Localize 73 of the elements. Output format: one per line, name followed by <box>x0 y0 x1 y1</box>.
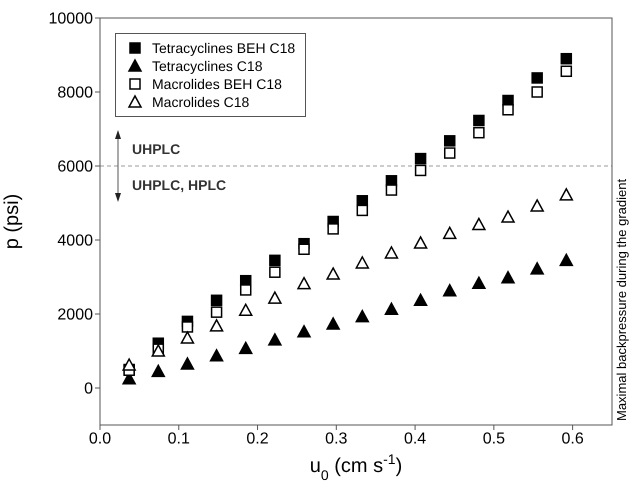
point <box>444 147 456 159</box>
point <box>268 291 282 304</box>
point <box>442 284 456 296</box>
point <box>240 284 252 296</box>
point <box>414 152 426 164</box>
point <box>180 331 194 344</box>
annotation: UHPLC, HPLC <box>132 177 226 193</box>
point <box>530 262 544 275</box>
y-axis-title: p (psi) <box>1 194 23 250</box>
point <box>210 306 222 318</box>
point <box>238 342 252 354</box>
point <box>560 52 572 64</box>
point <box>326 267 340 280</box>
point <box>210 294 222 306</box>
point <box>414 164 426 176</box>
legend-label: Tetracyclines BEH C18 <box>152 39 296 57</box>
point <box>210 349 224 362</box>
x-tick-label: 0.0 <box>88 430 112 448</box>
point <box>531 72 543 84</box>
point <box>501 210 515 223</box>
point <box>501 270 515 284</box>
x-tick-label: 0.6 <box>561 430 584 448</box>
text: Maximal backpressure during the gradient <box>614 178 629 421</box>
point <box>327 223 339 235</box>
point <box>414 236 428 249</box>
point <box>298 244 310 255</box>
x-tick-label: 0.3 <box>325 430 348 448</box>
point <box>356 204 368 216</box>
point <box>384 246 398 259</box>
point <box>269 266 281 278</box>
y-tick-label: 8000 <box>57 84 94 102</box>
legend-label: Tetracyclines C18 <box>152 57 262 75</box>
x-tick-label: 0.5 <box>482 430 506 448</box>
point <box>297 325 311 338</box>
point <box>386 184 398 196</box>
point <box>530 199 544 212</box>
point <box>356 310 370 322</box>
x-tick-label: 0.4 <box>404 430 426 448</box>
x-tick-label: 0.2 <box>246 430 269 448</box>
y-tick-label: 10000 <box>48 10 94 28</box>
point <box>180 357 194 370</box>
y-tick-label: 6000 <box>57 158 94 176</box>
legend-label: Macrolides C18 <box>152 93 250 111</box>
legend-label: Macrolides BEH C18 <box>152 75 282 93</box>
point <box>442 226 456 240</box>
y-tick-label: 4000 <box>57 232 94 250</box>
point <box>414 294 428 306</box>
annotation: UHPLC <box>132 141 180 157</box>
point <box>472 218 486 230</box>
point <box>531 86 543 98</box>
point <box>560 254 574 266</box>
point <box>326 317 340 330</box>
point <box>502 104 514 116</box>
point <box>560 66 572 78</box>
point <box>182 321 194 333</box>
point <box>472 276 486 290</box>
x-axis-title: u$_{0}$ (cm s$^{-1}$) <box>310 451 402 483</box>
point <box>210 319 224 332</box>
point <box>269 254 281 266</box>
point <box>473 114 485 126</box>
point <box>473 126 485 138</box>
point <box>560 188 574 201</box>
x-tick-label: 0.1 <box>168 430 190 448</box>
point <box>384 302 398 315</box>
y-tick-label: 2000 <box>57 306 94 324</box>
y-tick-label: 0 <box>84 380 94 398</box>
point <box>268 333 282 346</box>
point <box>152 364 166 378</box>
point <box>444 135 456 147</box>
point <box>122 358 136 371</box>
point <box>297 276 311 290</box>
point <box>238 304 252 316</box>
point <box>356 256 370 269</box>
